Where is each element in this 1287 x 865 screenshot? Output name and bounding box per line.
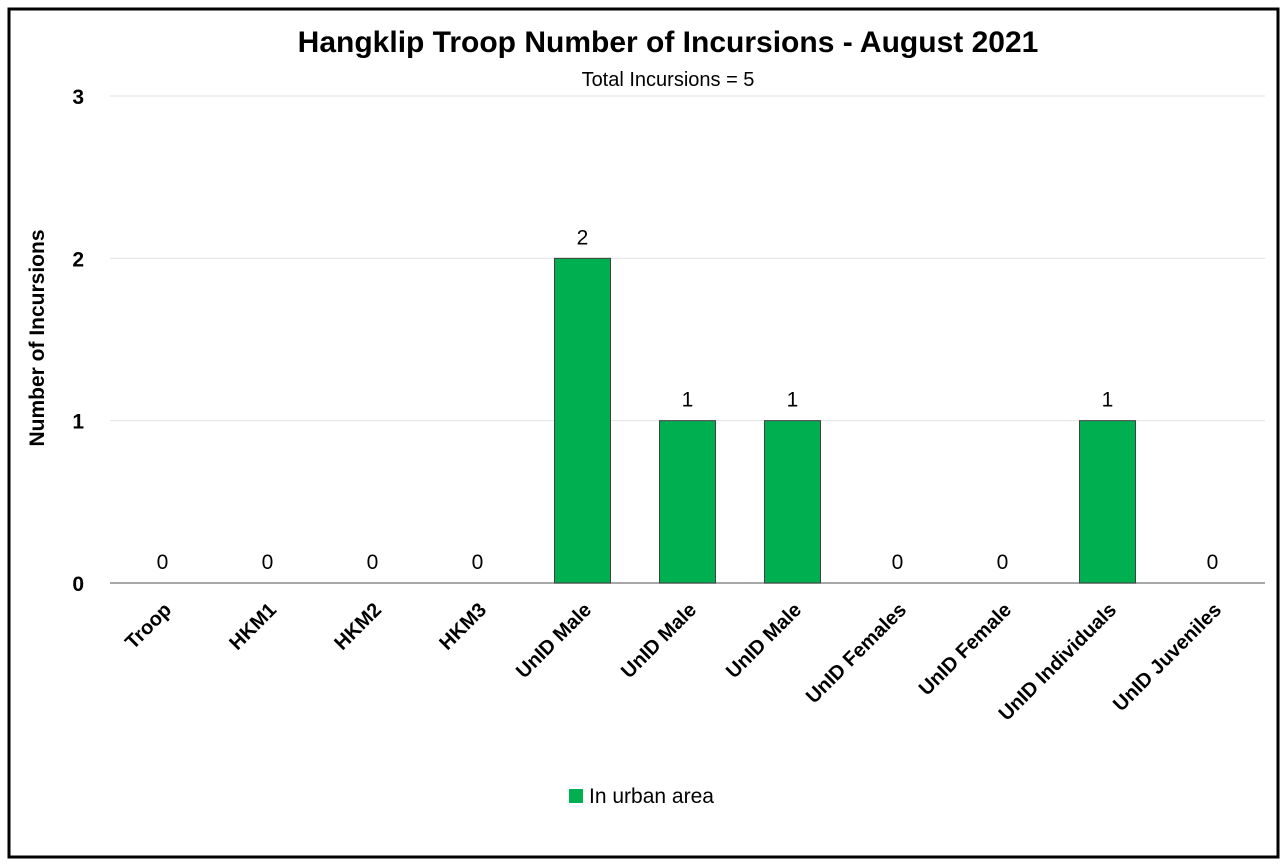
data-label-1: 0 [262,551,274,574]
bars [554,257,1136,584]
chart-border [7,7,1280,859]
y-tick-label-0: 0 [72,573,84,596]
y-tick-label-3: 3 [72,86,84,109]
data-label-7: 0 [892,551,904,574]
data-label-0: 0 [157,551,169,574]
data-label-3: 0 [472,551,484,574]
y-tick-label-2: 2 [72,248,84,271]
data-label-9: 1 [1102,389,1114,412]
y-axis-label: Number of Incursions [26,229,49,446]
data-label-10: 0 [1207,551,1219,574]
legend-swatch-in-urban-area [569,789,583,803]
legend-label-in-urban-area: In urban area [589,785,714,808]
data-label-5: 1 [682,389,694,412]
bar-unid-male-6 [764,420,821,584]
y-tick-labels: 0 1 2 3 [72,86,84,596]
bar-unid-individuals-9 [1079,420,1136,584]
bar-unid-male-5 [659,420,716,584]
data-label-2: 0 [367,551,379,574]
data-label-6: 1 [787,389,799,412]
chart-subtitle: Total Incursions = 5 [582,69,755,91]
legend: In urban area [569,785,714,808]
data-label-4: 2 [577,226,589,249]
chart-title: Hangklip Troop Number of Incursions - Au… [298,26,1039,59]
data-label-8: 0 [997,551,1009,574]
data-labels: 0 0 0 0 2 1 1 0 0 1 0 [157,226,1219,574]
y-tick-label-1: 1 [72,411,84,434]
bar-unid-male-4 [554,257,611,584]
